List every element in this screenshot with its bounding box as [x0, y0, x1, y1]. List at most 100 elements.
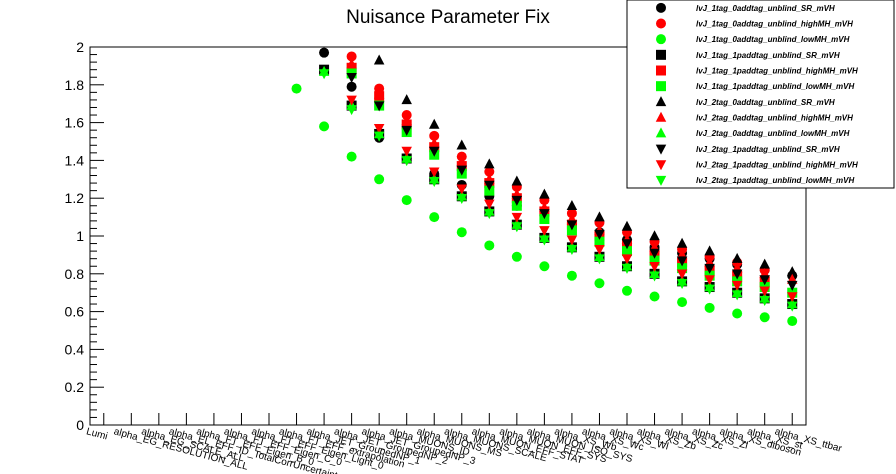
data-point [786, 301, 798, 312]
y-tick-label: 0.6 [65, 304, 85, 320]
data-point [401, 94, 412, 105]
data-point [429, 130, 440, 141]
legend-entry: lvJ_2tag_1paddtag_unblind_highMH_mVH [696, 161, 858, 170]
data-point [786, 292, 798, 303]
data-point [649, 291, 660, 302]
data-point [621, 220, 633, 231]
data-point [594, 254, 605, 265]
data-point [621, 254, 633, 265]
series-2 [291, 83, 798, 327]
series-11 [318, 69, 798, 312]
data-point [759, 312, 770, 323]
data-point [677, 297, 688, 308]
data-point [346, 105, 357, 116]
data-point [649, 230, 660, 241]
data-point [786, 266, 798, 277]
data-point [594, 236, 605, 247]
y-tick-label: 0.8 [65, 266, 85, 282]
data-point [373, 101, 385, 112]
legend-marker [656, 49, 666, 60]
data-point [484, 158, 495, 169]
data-point [539, 209, 550, 220]
data-point [484, 166, 495, 177]
data-point [456, 227, 467, 238]
data-point [566, 244, 578, 255]
y-axis-ticks: 0 0.2 0.4 0.6 0.8 1 1.2 1.4 1.6 1.8 2 [65, 39, 104, 433]
data-point [594, 278, 605, 289]
data-point [622, 246, 632, 257]
data-point [731, 252, 743, 263]
y-tick-label: 1.2 [65, 190, 85, 206]
legend-marker [656, 65, 666, 76]
data-point [676, 269, 688, 280]
legend-entry: lvJ_1tag_0addtag_unblind_lowMH_mVH [696, 35, 850, 44]
data-point [429, 212, 440, 223]
legend-marker [655, 160, 667, 171]
data-point [346, 58, 357, 69]
data-point [539, 261, 550, 272]
data-point [787, 316, 798, 327]
data-point [786, 280, 798, 291]
data-point [759, 296, 770, 307]
data-point [484, 180, 495, 191]
x-axis-ticks: Lumi alpha_EG_RESOLUTION_ALLalpha_EG_SCAL… [85, 413, 844, 474]
data-point [649, 261, 660, 272]
data-point [401, 125, 412, 136]
data-point [319, 47, 330, 58]
data-point [704, 263, 715, 274]
data-point [401, 195, 412, 206]
data-point [511, 195, 523, 206]
y-tick-label: 1.8 [65, 77, 85, 93]
data-point [428, 137, 440, 148]
data-point [566, 220, 578, 231]
legend-entry: lvJ_1tag_0addtag_unblind_SR_mVH [696, 4, 835, 13]
data-point [401, 156, 412, 167]
legend-marker [655, 96, 667, 107]
legend-marker [656, 81, 666, 92]
series-6 [373, 54, 798, 277]
data-point [373, 54, 385, 65]
legend-entry: lvJ_2tag_0addtag_unblind_SR_mVH [696, 98, 835, 107]
data-point [676, 237, 688, 248]
data-point [676, 256, 688, 267]
data-point [401, 114, 412, 125]
data-point [511, 212, 523, 223]
series-10 [346, 95, 798, 303]
data-point [622, 285, 632, 296]
y-tick-label: 0.2 [65, 379, 85, 395]
legend-entry: lvJ_1tag_1paddtag_unblind_SR_mVH [696, 51, 840, 60]
legend-marker [655, 175, 667, 186]
x-category-label: Lumi [85, 426, 109, 442]
data-point [704, 302, 715, 313]
legend-entry: lvJ_1tag_1paddtag_unblind_highMH_mVH [696, 67, 858, 76]
data-point [731, 269, 743, 280]
data-point [346, 95, 357, 106]
data-point [428, 167, 440, 178]
data-point [594, 229, 605, 240]
y-tick-label: 0 [76, 417, 84, 433]
legend-marker [655, 144, 667, 155]
data-point [456, 139, 468, 150]
data-point [319, 121, 330, 132]
data-point [704, 275, 715, 286]
data-point [539, 188, 550, 199]
data-point [428, 176, 440, 187]
data-point [649, 255, 660, 266]
legend-box [626, 0, 895, 189]
data-point [456, 193, 468, 204]
data-point [373, 124, 385, 135]
data-point [621, 263, 633, 274]
data-point [401, 146, 412, 157]
data-point [291, 83, 302, 94]
chart-title: Nuisance Parameter Fix [346, 7, 550, 28]
legend-entry: lvJ_1tag_0addtag_unblind_highMH_mVH [696, 20, 853, 29]
data-point [676, 279, 688, 289]
data-point [566, 235, 578, 246]
legend-entry: lvJ_2tag_0addtag_unblind_highMH_mVH [696, 114, 853, 123]
data-point [346, 51, 357, 62]
data-point [759, 275, 770, 286]
y-tick-label: 1.4 [65, 152, 85, 168]
data-point [732, 308, 743, 319]
data-point [428, 118, 440, 129]
